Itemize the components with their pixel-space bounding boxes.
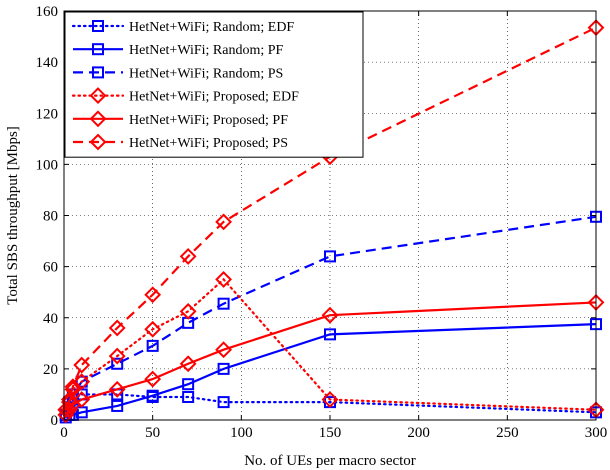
x-tick-label: 150 (319, 425, 342, 441)
legend: HetNet+WiFi; Random; EDF HetNet+WiFi; Ran… (64, 11, 364, 158)
y-tick-label: 40 (43, 311, 58, 327)
data-point (215, 341, 233, 359)
y-tick-label: 60 (43, 260, 58, 276)
data-point (60, 391, 78, 408)
data-point (73, 391, 91, 408)
data-point (60, 401, 78, 419)
x-tick-label: 200 (407, 425, 430, 441)
data-point (321, 391, 339, 408)
legend-label: HetNet+WiFi; Random; PS (129, 66, 283, 81)
legend-label: HetNet+WiFi; Proposed; PF (129, 113, 288, 128)
data-point (144, 320, 162, 338)
data-point (144, 370, 162, 388)
data-point (182, 378, 195, 391)
data-point (73, 356, 91, 374)
legend-marker (89, 133, 107, 151)
data-point (111, 357, 124, 370)
data-point (321, 306, 339, 324)
legend-label: HetNet+WiFi; Proposed; PS (129, 136, 288, 151)
data-point (179, 247, 197, 265)
series-line (64, 277, 598, 411)
y-tick-label: 140 (36, 55, 59, 71)
data-point (144, 286, 162, 304)
data-point (111, 399, 124, 412)
legend-marker (89, 87, 107, 105)
x-tick-label: 50 (145, 425, 160, 441)
data-point (324, 250, 336, 263)
data-point (217, 297, 230, 310)
y-tick-label: 160 (36, 4, 59, 20)
data-point (146, 389, 159, 402)
y-tick-label: 20 (43, 362, 58, 378)
data-point (146, 339, 159, 352)
series-layer (57, 19, 605, 424)
legend-label: HetNet+WiFi; Proposed; EDF (129, 90, 299, 105)
data-point (75, 375, 88, 388)
x-tick-label: 100 (230, 425, 253, 441)
series-6 (57, 19, 605, 419)
legend-marker (92, 43, 104, 56)
data-point (179, 355, 197, 373)
data-point (215, 270, 233, 288)
data-point (217, 396, 230, 409)
legend-item: HetNet+WiFi; Proposed; PF (73, 110, 288, 128)
x-axis-label: No. of UEs per macro sector (244, 453, 416, 469)
y-tick-label: 0 (51, 413, 59, 429)
legend-item: HetNet+WiFi; Random; PF (73, 43, 284, 58)
x-tick-label: 250 (496, 425, 519, 441)
legend-marker (89, 110, 107, 128)
data-point (215, 213, 233, 231)
data-point (217, 362, 230, 375)
data-point (108, 380, 126, 398)
legend-marker (92, 20, 104, 32)
data-point (108, 347, 126, 365)
data-point (324, 328, 336, 341)
legend-label: HetNet+WiFi; Random; EDF (129, 20, 294, 35)
y-tick-label: 80 (43, 209, 58, 225)
x-tick-label: 0 (60, 425, 68, 441)
y-tick-label: 100 (36, 157, 59, 173)
legend-box (64, 11, 364, 158)
data-point (108, 319, 126, 337)
data-point (57, 401, 75, 419)
legend-item: HetNet+WiFi; Random; PS (73, 66, 283, 81)
y-axis-label: Total SBS throughput [Mbps] (5, 126, 21, 305)
legend-label: HetNet+WiFi; Random; PF (129, 43, 284, 58)
legend-marker (92, 66, 104, 79)
data-point (64, 378, 82, 396)
legend-item: HetNet+WiFi; Random; EDF (71, 20, 294, 35)
legend-item: HetNet+WiFi; Proposed; PS (73, 133, 288, 151)
y-tick-label: 120 (36, 106, 59, 122)
data-point (182, 390, 195, 403)
x-tick-label: 300 (585, 425, 608, 441)
data-point (179, 302, 197, 320)
legend-item: HetNet+WiFi; Proposed; EDF (71, 87, 299, 105)
